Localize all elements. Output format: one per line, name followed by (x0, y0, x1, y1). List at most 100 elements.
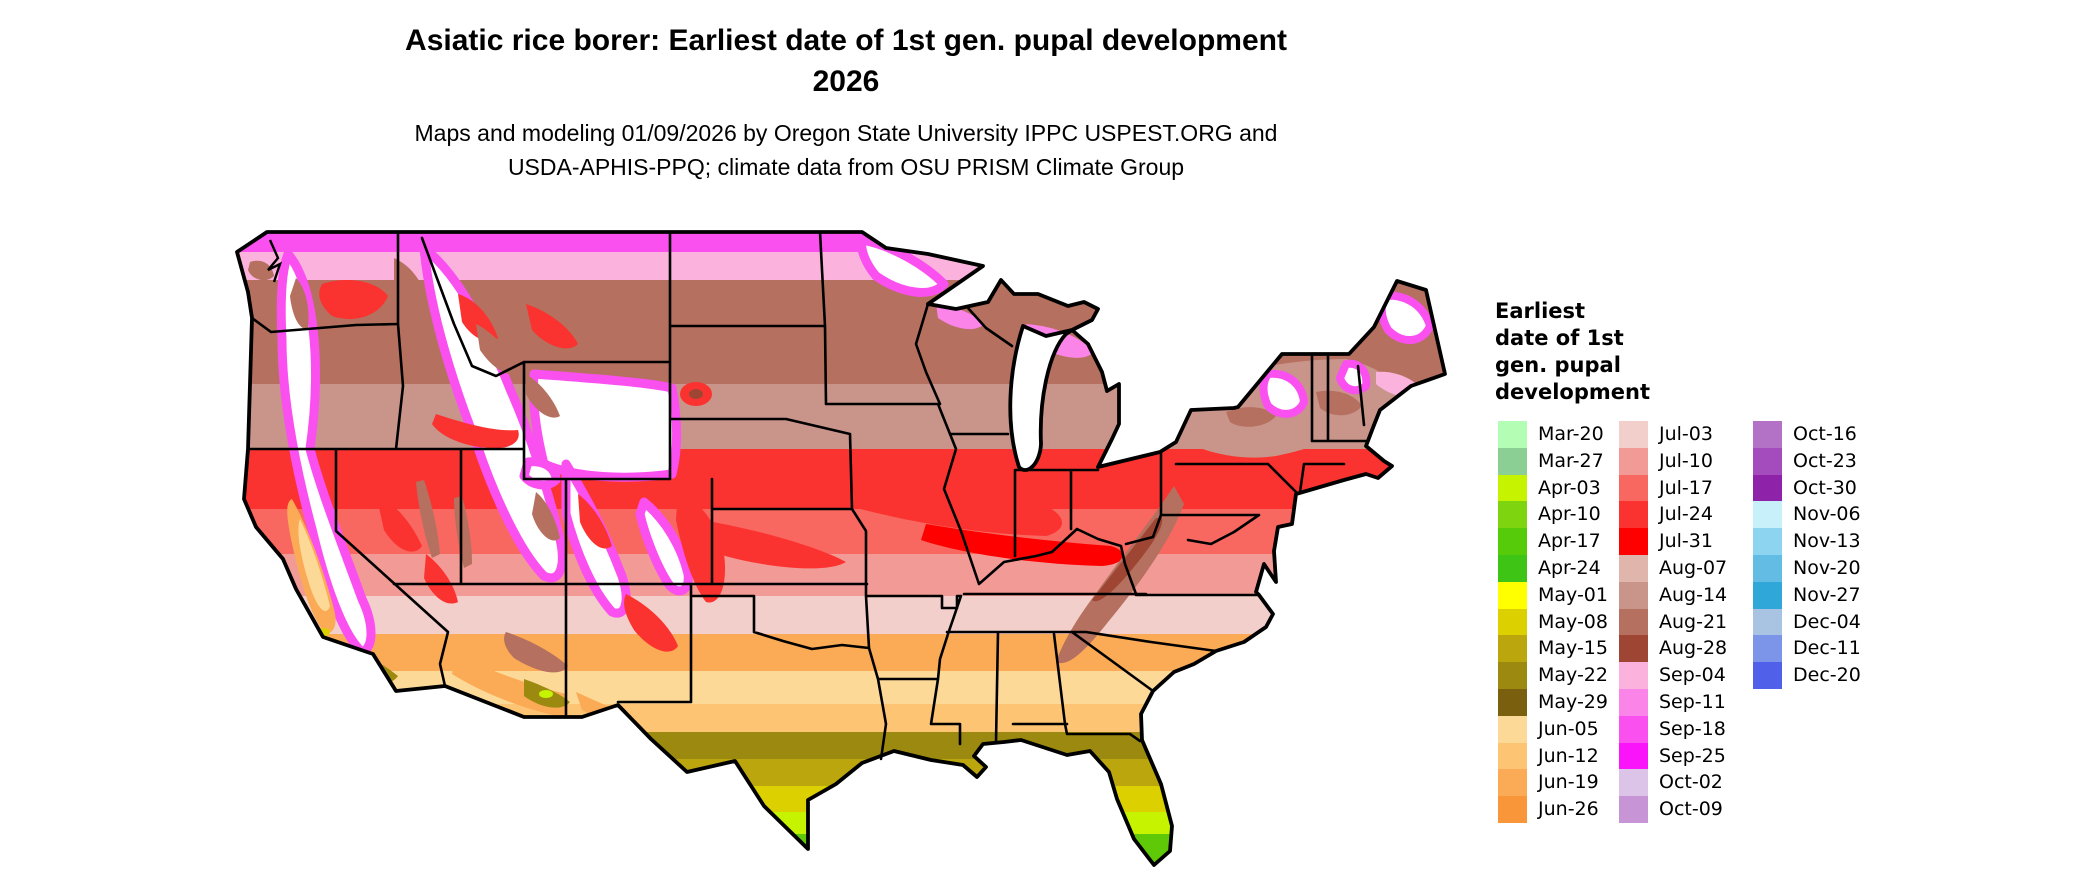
legend-swatch (1619, 421, 1648, 448)
legend-swatch (1498, 447, 1527, 475)
legend-row: May-29 (1498, 688, 1608, 716)
legend-row: Dec-11 (1753, 635, 1861, 663)
legend-row: Jun-26 (1498, 796, 1608, 823)
legend-label: Jun-05 (1538, 717, 1599, 740)
legend-swatch (1619, 796, 1648, 823)
legend-row: Oct-09 (1619, 796, 1727, 823)
legend-row: Jul-10 (1619, 447, 1727, 475)
legend-label: Jun-12 (1538, 744, 1599, 767)
legend-row: Apr-10 (1498, 501, 1608, 529)
legend-row: Apr-24 (1498, 554, 1608, 582)
legend-row: Sep-25 (1619, 742, 1727, 770)
state-borders (246, 230, 1368, 761)
legend-label: Jun-19 (1538, 771, 1599, 794)
legend-swatch (1498, 608, 1527, 636)
legend-label: Jul-10 (1659, 449, 1713, 472)
legend-row: Mar-27 (1498, 447, 1608, 475)
legend-label: Apr-03 (1538, 476, 1601, 499)
legend-swatch (1753, 528, 1782, 555)
legend-swatch (1753, 421, 1782, 448)
legend-label: May-22 (1538, 664, 1608, 687)
legend-label: Nov-13 (1793, 530, 1861, 553)
legend-label: Sep-18 (1659, 717, 1726, 740)
legend-label: Nov-20 (1793, 556, 1861, 579)
legend-row: Nov-20 (1753, 554, 1861, 582)
legend-swatch (1619, 715, 1648, 743)
legend-label: Sep-04 (1659, 664, 1726, 687)
legend-label: Oct-30 (1793, 476, 1857, 499)
legend-row: Oct-16 (1753, 421, 1861, 448)
legend-row: Mar-20 (1498, 421, 1608, 448)
legend-title-line: date of 1st (1495, 326, 1624, 350)
legend-label: Jul-03 (1659, 423, 1713, 445)
map-title: Asiatic rice borer: Earliest date of 1st… (0, 20, 1692, 102)
legend-row: May-15 (1498, 635, 1608, 663)
legend-row: Aug-07 (1619, 554, 1727, 582)
legend-row: Dec-04 (1753, 608, 1861, 636)
legend-row: Jul-31 (1619, 528, 1727, 555)
map-subtitle-line1: Maps and modeling 01/09/2026 by Oregon S… (414, 120, 1278, 146)
legend-label: Nov-06 (1793, 503, 1861, 526)
legend-swatch (1619, 688, 1648, 716)
legend-swatch (1753, 447, 1782, 475)
legend-label: Mar-27 (1538, 449, 1604, 472)
legend-swatch (1753, 608, 1782, 636)
legend-label: Sep-25 (1659, 744, 1726, 767)
legend-row: Nov-27 (1753, 581, 1861, 609)
legend-row: Aug-21 (1619, 608, 1728, 636)
legend-label: May-01 (1538, 583, 1608, 606)
legend-row: Jun-12 (1498, 742, 1608, 770)
legend-swatch (1619, 769, 1648, 797)
legend-swatch (1619, 635, 1648, 663)
legend-swatch (1753, 662, 1782, 689)
legend-label: Dec-11 (1793, 637, 1861, 660)
legend-row: Aug-14 (1619, 581, 1728, 609)
legend-swatch (1498, 554, 1527, 582)
legend-swatch (1619, 501, 1648, 529)
us-map (235, 230, 1447, 867)
map-title-line1: Asiatic rice borer: Earliest date of 1st… (405, 24, 1287, 57)
legend-label: Oct-16 (1793, 423, 1857, 445)
legend-label: Aug-14 (1659, 583, 1728, 606)
legend-row: Dec-20 (1753, 662, 1861, 689)
map-subtitle: Maps and modeling 01/09/2026 by Oregon S… (0, 116, 1692, 184)
legend-row: Jul-17 (1619, 474, 1727, 502)
legend-swatch (1619, 447, 1648, 475)
legend-label: Aug-28 (1659, 637, 1728, 660)
legend-label: Oct-02 (1659, 771, 1723, 794)
legend-row: May-08 (1498, 608, 1608, 636)
legend-label: Aug-21 (1659, 610, 1728, 633)
legend-row: Oct-30 (1753, 474, 1861, 502)
us-outline (235, 230, 1447, 867)
legend-row: Jul-03 (1619, 421, 1727, 448)
legend-label: Apr-24 (1538, 556, 1601, 579)
legend-row: Nov-06 (1753, 501, 1861, 529)
legend-row: Apr-03 (1498, 474, 1608, 502)
legend-row: Oct-23 (1753, 447, 1861, 475)
legend-swatch (1498, 715, 1527, 743)
legend-swatch (1498, 662, 1527, 689)
legend-swatch (1498, 581, 1527, 609)
legend-swatch (1498, 474, 1527, 502)
legend-row: Aug-28 (1619, 635, 1728, 663)
legend-label: Nov-27 (1793, 583, 1861, 606)
legend-label: Jul-17 (1659, 476, 1713, 499)
legend-row: May-01 (1498, 581, 1608, 609)
map-title-line2: 2026 (812, 65, 880, 98)
legend-row: Oct-02 (1619, 769, 1727, 797)
legend-row: Jul-24 (1619, 501, 1727, 529)
legend-swatch (1498, 528, 1527, 555)
legend-swatch (1619, 662, 1648, 689)
legend-label: Jun-26 (1538, 798, 1599, 821)
legend-title-line: Earliest (1495, 299, 1586, 323)
legend-label: May-29 (1538, 690, 1608, 713)
legend-column-2: Jul-03 Jul-10 Jul-17 Jul-24 Jul-31 Aug-07 Aug-… (1619, 421, 1727, 823)
legend-row: Sep-18 (1619, 715, 1727, 743)
legend-label: May-08 (1538, 610, 1608, 633)
legend-row: Jun-05 (1498, 715, 1608, 743)
legend-swatch (1498, 796, 1527, 823)
legend-swatch (1498, 501, 1527, 529)
legend-label: Apr-10 (1538, 503, 1601, 526)
map-subtitle-line2: USDA-APHIS-PPQ; climate data from OSU PR… (507, 154, 1185, 180)
